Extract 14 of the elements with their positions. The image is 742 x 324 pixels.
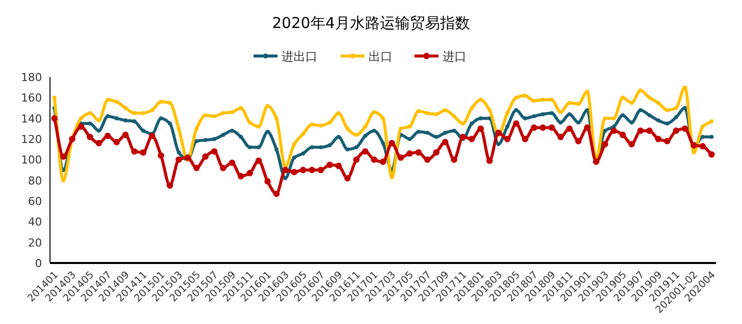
y-tick-label: 180 xyxy=(21,71,42,84)
legend-label: 出口 xyxy=(368,50,392,64)
y-tick-label: 120 xyxy=(21,133,42,146)
y-tick-label: 40 xyxy=(28,216,42,229)
y-tick-label: 160 xyxy=(21,92,42,105)
y-tick-label: 20 xyxy=(28,236,42,250)
y-tick-label: 0 xyxy=(35,257,42,270)
y-tick-label: 80 xyxy=(28,174,42,188)
legend-label: 进出口 xyxy=(282,50,318,64)
y-tick-label: 60 xyxy=(28,195,42,208)
y-tick-label: 100 xyxy=(21,154,42,167)
legend-label: 进口 xyxy=(442,50,466,64)
chart-title: 2020年4月水路运输贸易指数 xyxy=(272,14,470,32)
y-tick-label: 140 xyxy=(21,112,42,126)
